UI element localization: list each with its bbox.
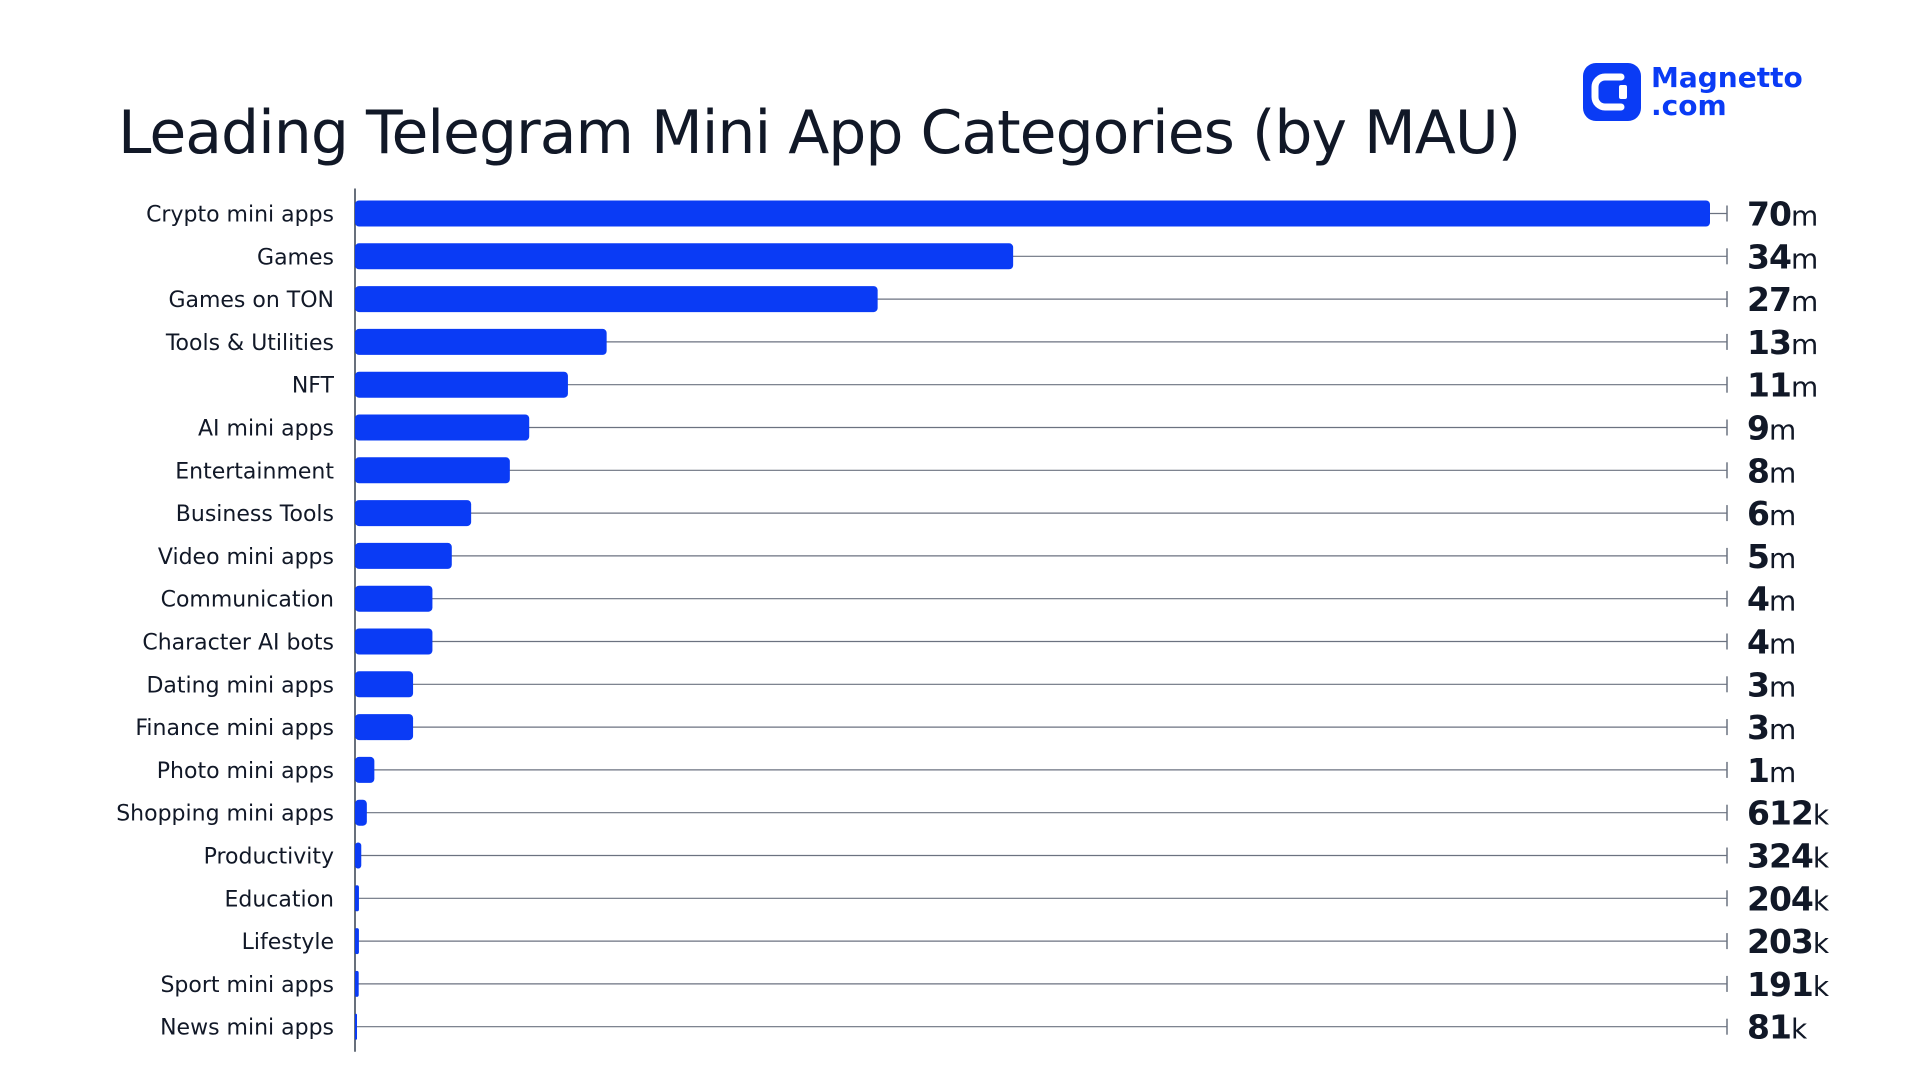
category-label: Video mini apps bbox=[158, 545, 334, 570]
magnetto-logo-icon bbox=[1583, 63, 1641, 121]
value-label: 4m bbox=[1747, 623, 1796, 662]
bar bbox=[355, 200, 1710, 227]
value-label: 70m bbox=[1747, 195, 1818, 234]
category-label: AI mini apps bbox=[198, 417, 334, 442]
bar bbox=[355, 714, 414, 741]
category-label: News mini apps bbox=[160, 1016, 334, 1041]
bar bbox=[355, 842, 362, 869]
value-label: 13m bbox=[1747, 323, 1818, 362]
bar bbox=[355, 500, 472, 527]
value-label: 4m bbox=[1747, 580, 1796, 619]
value-label: 81k bbox=[1747, 1008, 1808, 1047]
value-label: 5m bbox=[1747, 537, 1796, 576]
bar bbox=[355, 970, 359, 997]
category-label: Dating mini apps bbox=[146, 673, 334, 698]
category-label: Finance mini apps bbox=[135, 716, 334, 741]
bar bbox=[355, 885, 359, 912]
category-label: Business Tools bbox=[176, 502, 334, 527]
category-label: Education bbox=[224, 887, 334, 912]
bar bbox=[355, 414, 530, 441]
category-label: Productivity bbox=[204, 845, 334, 870]
value-label: 204k bbox=[1747, 879, 1830, 918]
bar bbox=[355, 799, 367, 826]
value-label: 9m bbox=[1747, 409, 1796, 448]
category-label: Crypto mini apps bbox=[146, 203, 334, 228]
category-label: Games on TON bbox=[168, 288, 334, 313]
bar bbox=[355, 756, 375, 783]
category-label: Entertainment bbox=[175, 459, 334, 484]
value-label: 34m bbox=[1747, 237, 1818, 276]
category-label: Character AI bots bbox=[142, 631, 334, 656]
bar bbox=[355, 671, 414, 698]
bar bbox=[355, 286, 878, 313]
value-label: 6m bbox=[1747, 494, 1796, 533]
value-label: 3m bbox=[1747, 665, 1796, 704]
brand-name-line2: .com bbox=[1651, 89, 1727, 122]
bar bbox=[355, 457, 510, 484]
value-label: 8m bbox=[1747, 451, 1796, 490]
value-label: 3m bbox=[1747, 708, 1796, 747]
value-label: 27m bbox=[1747, 280, 1818, 319]
bar bbox=[355, 243, 1014, 270]
value-label: 324k bbox=[1747, 837, 1830, 876]
brand-logo: Magnetto .com bbox=[1583, 63, 1803, 121]
category-label: Photo mini apps bbox=[157, 759, 334, 784]
brand-name-line1: Magnetto bbox=[1651, 61, 1803, 94]
bar bbox=[355, 328, 607, 355]
bar bbox=[355, 542, 452, 569]
brand-name: Magnetto .com bbox=[1651, 64, 1803, 120]
value-label: 191k bbox=[1747, 965, 1830, 1004]
category-label: Shopping mini apps bbox=[116, 802, 334, 827]
category-label: NFT bbox=[292, 374, 335, 399]
value-label: 1m bbox=[1747, 751, 1796, 790]
bar bbox=[355, 371, 568, 398]
bar bbox=[355, 1013, 357, 1040]
bar bbox=[355, 928, 359, 955]
chart-title: Leading Telegram Mini App Categories (by… bbox=[118, 98, 1521, 168]
category-label: Tools & Utilities bbox=[165, 331, 334, 356]
category-label: Lifestyle bbox=[242, 930, 334, 955]
value-label: 11m bbox=[1747, 366, 1818, 405]
category-label: Communication bbox=[161, 588, 334, 613]
value-label: 612k bbox=[1747, 794, 1830, 833]
value-label: 203k bbox=[1747, 922, 1830, 961]
bar bbox=[355, 585, 433, 612]
bar bbox=[355, 628, 433, 655]
category-label: Sport mini apps bbox=[160, 973, 334, 998]
category-label: Games bbox=[257, 245, 334, 270]
